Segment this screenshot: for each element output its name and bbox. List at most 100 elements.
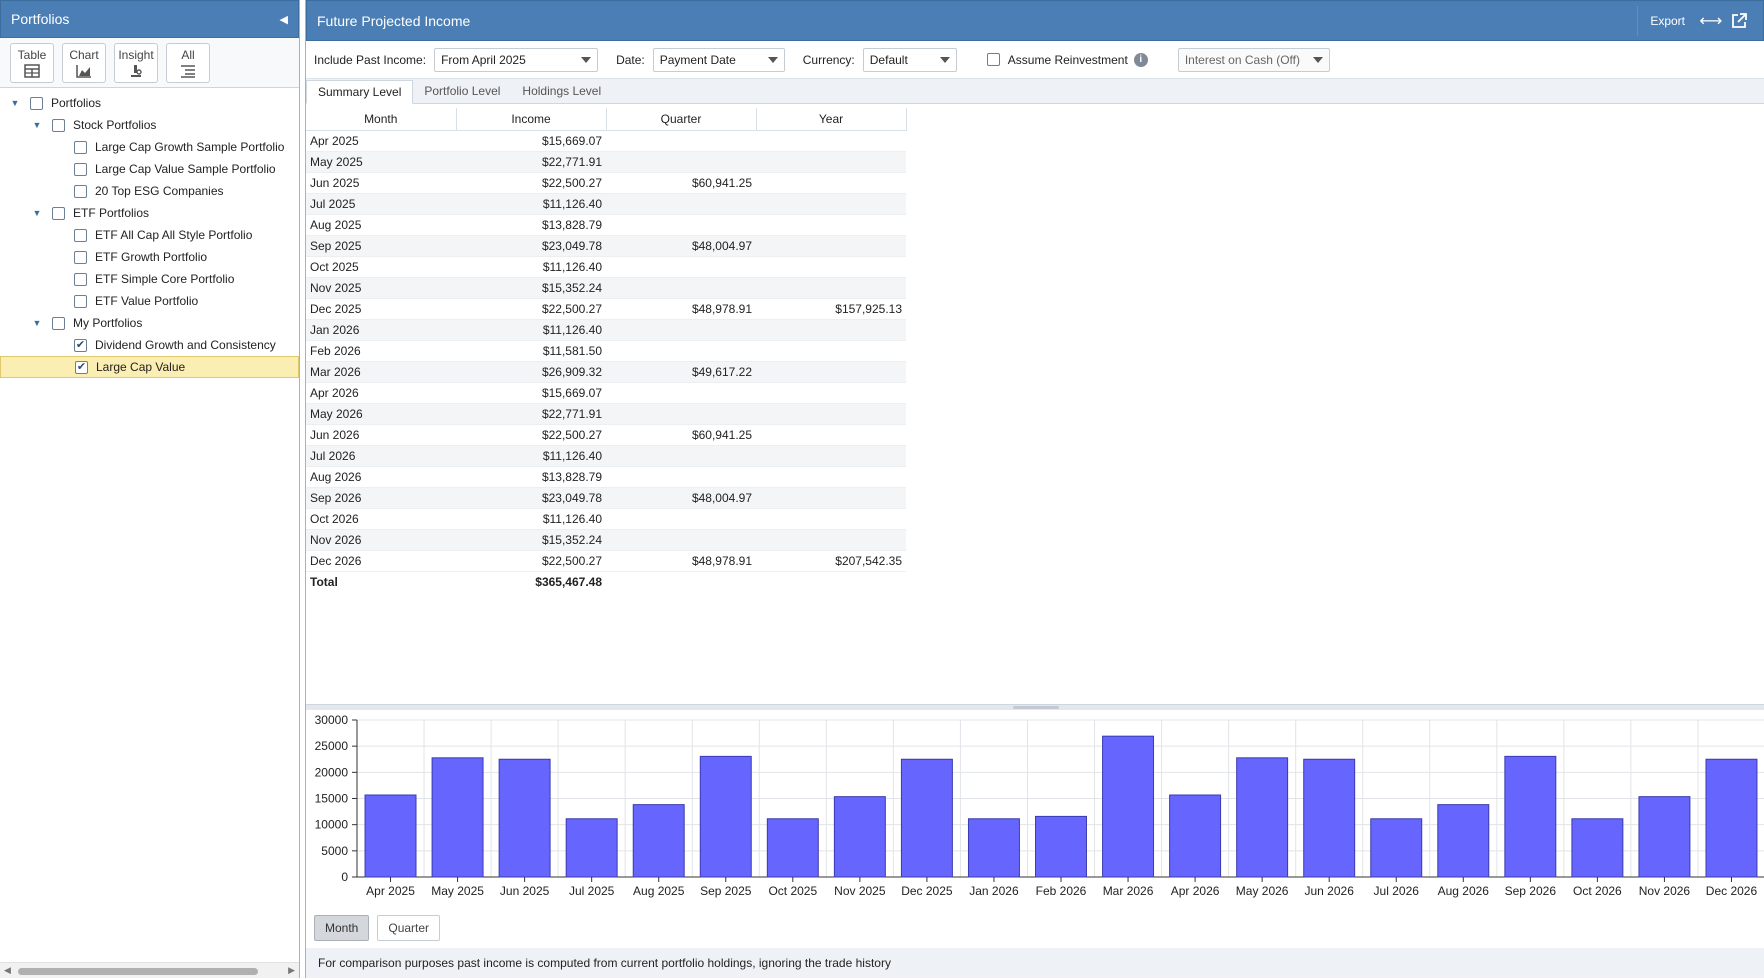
tab-portfolio-level[interactable]: Portfolio Level — [424, 84, 501, 98]
table-row[interactable]: Mar 2026 $26,909.32 $49,617.22 — [306, 361, 906, 383]
table-row[interactable]: Aug 2026 $13,828.79 — [306, 466, 906, 488]
date-select[interactable]: Payment Date — [652, 47, 785, 72]
table-row[interactable]: Sep 2026 $23,049.78 $48,004.97 — [306, 487, 906, 509]
quarter-granularity-button[interactable]: Quarter — [377, 915, 441, 941]
info-icon[interactable]: i — [1133, 52, 1148, 67]
tree-item[interactable]: Large Cap Growth Sample Portfolio — [0, 136, 299, 158]
tree-item[interactable]: ETF All Cap All Style Portfolio — [0, 224, 299, 246]
tree-item-checkbox[interactable] — [74, 338, 87, 352]
tree-item[interactable]: Dividend Growth and Consistency — [0, 334, 299, 356]
view-insight-button[interactable]: Insight — [114, 42, 158, 83]
bar[interactable] — [431, 757, 484, 878]
bar[interactable] — [1236, 757, 1289, 878]
tree-item[interactable]: ▼ Portfolios — [0, 92, 299, 114]
table-row[interactable]: Jun 2025 $22,500.27 $60,941.25 — [306, 172, 906, 194]
table-row[interactable]: Sep 2025 $23,049.78 $48,004.97 — [306, 235, 906, 257]
tree-item-checkbox[interactable] — [74, 140, 87, 154]
tree-item-checkbox[interactable] — [74, 184, 87, 198]
table-row[interactable]: Nov 2025 $15,352.24 — [306, 277, 906, 299]
scroll-right-icon[interactable]: ▶ — [288, 965, 295, 975]
column-header-quarter[interactable]: Quarter — [606, 108, 757, 131]
table-row[interactable]: Oct 2025 $11,126.40 — [306, 256, 906, 278]
tree-item[interactable]: ▼ Stock Portfolios — [0, 114, 299, 136]
scroll-left-icon[interactable]: ◀ — [4, 965, 11, 975]
table-row[interactable]: Apr 2026 $15,669.07 — [306, 382, 906, 404]
table-row[interactable]: May 2026 $22,771.91 — [306, 403, 906, 425]
export-button[interactable]: Export — [1637, 5, 1697, 36]
bar[interactable] — [1035, 815, 1087, 878]
bar[interactable] — [967, 818, 1020, 878]
table-row[interactable]: Dec 2026 $22,500.27 $48,978.91 $207,542.35 — [306, 550, 906, 572]
splitter-grip[interactable] — [1013, 706, 1059, 709]
collapse-panel-icon[interactable]: ◀ — [279, 13, 288, 26]
tab-summary-level[interactable]: Summary Level — [306, 80, 414, 104]
bar[interactable] — [565, 818, 618, 878]
tree-item-checkbox[interactable] — [74, 294, 87, 308]
expand-horizontal-icon[interactable]: ⟷ — [1699, 12, 1723, 30]
tree-item[interactable]: ETF Growth Portfolio — [0, 246, 299, 268]
bar[interactable] — [1437, 804, 1490, 878]
table-row[interactable]: May 2025 $22,771.91 — [306, 151, 906, 173]
bar[interactable] — [1571, 818, 1624, 878]
tree-item-checkbox[interactable] — [52, 206, 65, 220]
tree-item-checkbox[interactable] — [74, 162, 87, 176]
table-row[interactable]: Jun 2026 $22,500.27 $60,941.25 — [306, 424, 906, 446]
column-header-month[interactable]: Month — [306, 108, 457, 131]
bar[interactable] — [1370, 818, 1423, 878]
expand-toggle-icon[interactable]: ▼ — [32, 120, 42, 130]
tree-item-checkbox[interactable] — [74, 272, 87, 286]
tree-item[interactable]: ▼ My Portfolios — [0, 312, 299, 334]
table-row[interactable]: Apr 2025 $15,669.07 — [306, 130, 906, 152]
column-header-year[interactable]: Year — [756, 108, 907, 131]
table-row[interactable]: Aug 2025 $13,828.79 — [306, 214, 906, 236]
expand-toggle-icon[interactable]: ▼ — [32, 318, 42, 328]
view-all-button[interactable]: All — [166, 42, 210, 83]
table-row[interactable]: Jan 2026 $11,126.40 — [306, 319, 906, 341]
popout-icon[interactable] — [1725, 6, 1753, 36]
month-granularity-button[interactable]: Month — [314, 915, 370, 941]
bar[interactable] — [364, 794, 417, 878]
tree-item-checkbox[interactable] — [74, 228, 87, 242]
tree-item[interactable]: Large Cap Value Sample Portfolio — [0, 158, 299, 180]
tree-item[interactable]: ETF Simple Core Portfolio — [0, 268, 299, 290]
view-table-button[interactable]: Table — [10, 42, 54, 83]
tab-holdings-level[interactable]: Holdings Level — [522, 84, 602, 98]
interest-on-cash-select[interactable]: Interest on Cash (Off) — [1177, 47, 1330, 72]
bar[interactable] — [498, 758, 551, 878]
table-row[interactable]: Jul 2026 $11,126.40 — [306, 445, 906, 467]
tree-item-checkbox[interactable] — [30, 96, 43, 110]
tree-item-checkbox[interactable] — [52, 118, 65, 132]
tree-item[interactable]: 20 Top ESG Companies — [0, 180, 299, 202]
bar[interactable] — [1102, 735, 1155, 878]
tree-item-checkbox[interactable] — [74, 250, 87, 264]
table-row[interactable]: Dec 2025 $22,500.27 $48,978.91 $157,925.13 — [306, 298, 906, 320]
bar[interactable] — [1504, 755, 1557, 878]
expand-toggle-icon[interactable]: ▼ — [10, 98, 20, 108]
bar[interactable] — [1169, 794, 1222, 878]
view-chart-button[interactable]: Chart — [62, 42, 106, 83]
table-row[interactable]: Nov 2026 $15,352.24 — [306, 529, 906, 551]
bar[interactable] — [632, 804, 685, 878]
panel-splitter[interactable] — [306, 704, 1764, 710]
tree-item[interactable]: ▼ ETF Portfolios — [0, 202, 299, 224]
bar[interactable] — [699, 755, 752, 878]
expand-toggle-icon[interactable]: ▼ — [32, 208, 42, 218]
tree-item[interactable]: Large Cap Value — [0, 356, 299, 378]
reinvestment-checkbox[interactable] — [986, 53, 1000, 66]
bar[interactable] — [900, 758, 953, 878]
bar[interactable] — [1303, 758, 1356, 878]
bar[interactable] — [833, 796, 886, 878]
column-header-income[interactable]: Income — [456, 108, 607, 131]
bar[interactable] — [1705, 758, 1758, 878]
table-row[interactable]: Oct 2026 $11,126.40 — [306, 508, 906, 530]
horizontal-scrollbar[interactable]: ◀ ▶ — [0, 962, 299, 978]
tree-item[interactable]: ETF Value Portfolio — [0, 290, 299, 312]
tree-item-checkbox[interactable] — [75, 360, 88, 374]
tree-item-checkbox[interactable] — [52, 316, 65, 330]
past-income-select[interactable]: From April 2025 — [434, 47, 599, 72]
scrollbar-thumb[interactable] — [18, 968, 258, 975]
currency-select[interactable]: Default — [862, 47, 957, 72]
table-row[interactable]: Jul 2025 $11,126.40 — [306, 193, 906, 215]
bar[interactable] — [766, 818, 819, 878]
table-row[interactable]: Feb 2026 $11,581.50 — [306, 340, 906, 362]
